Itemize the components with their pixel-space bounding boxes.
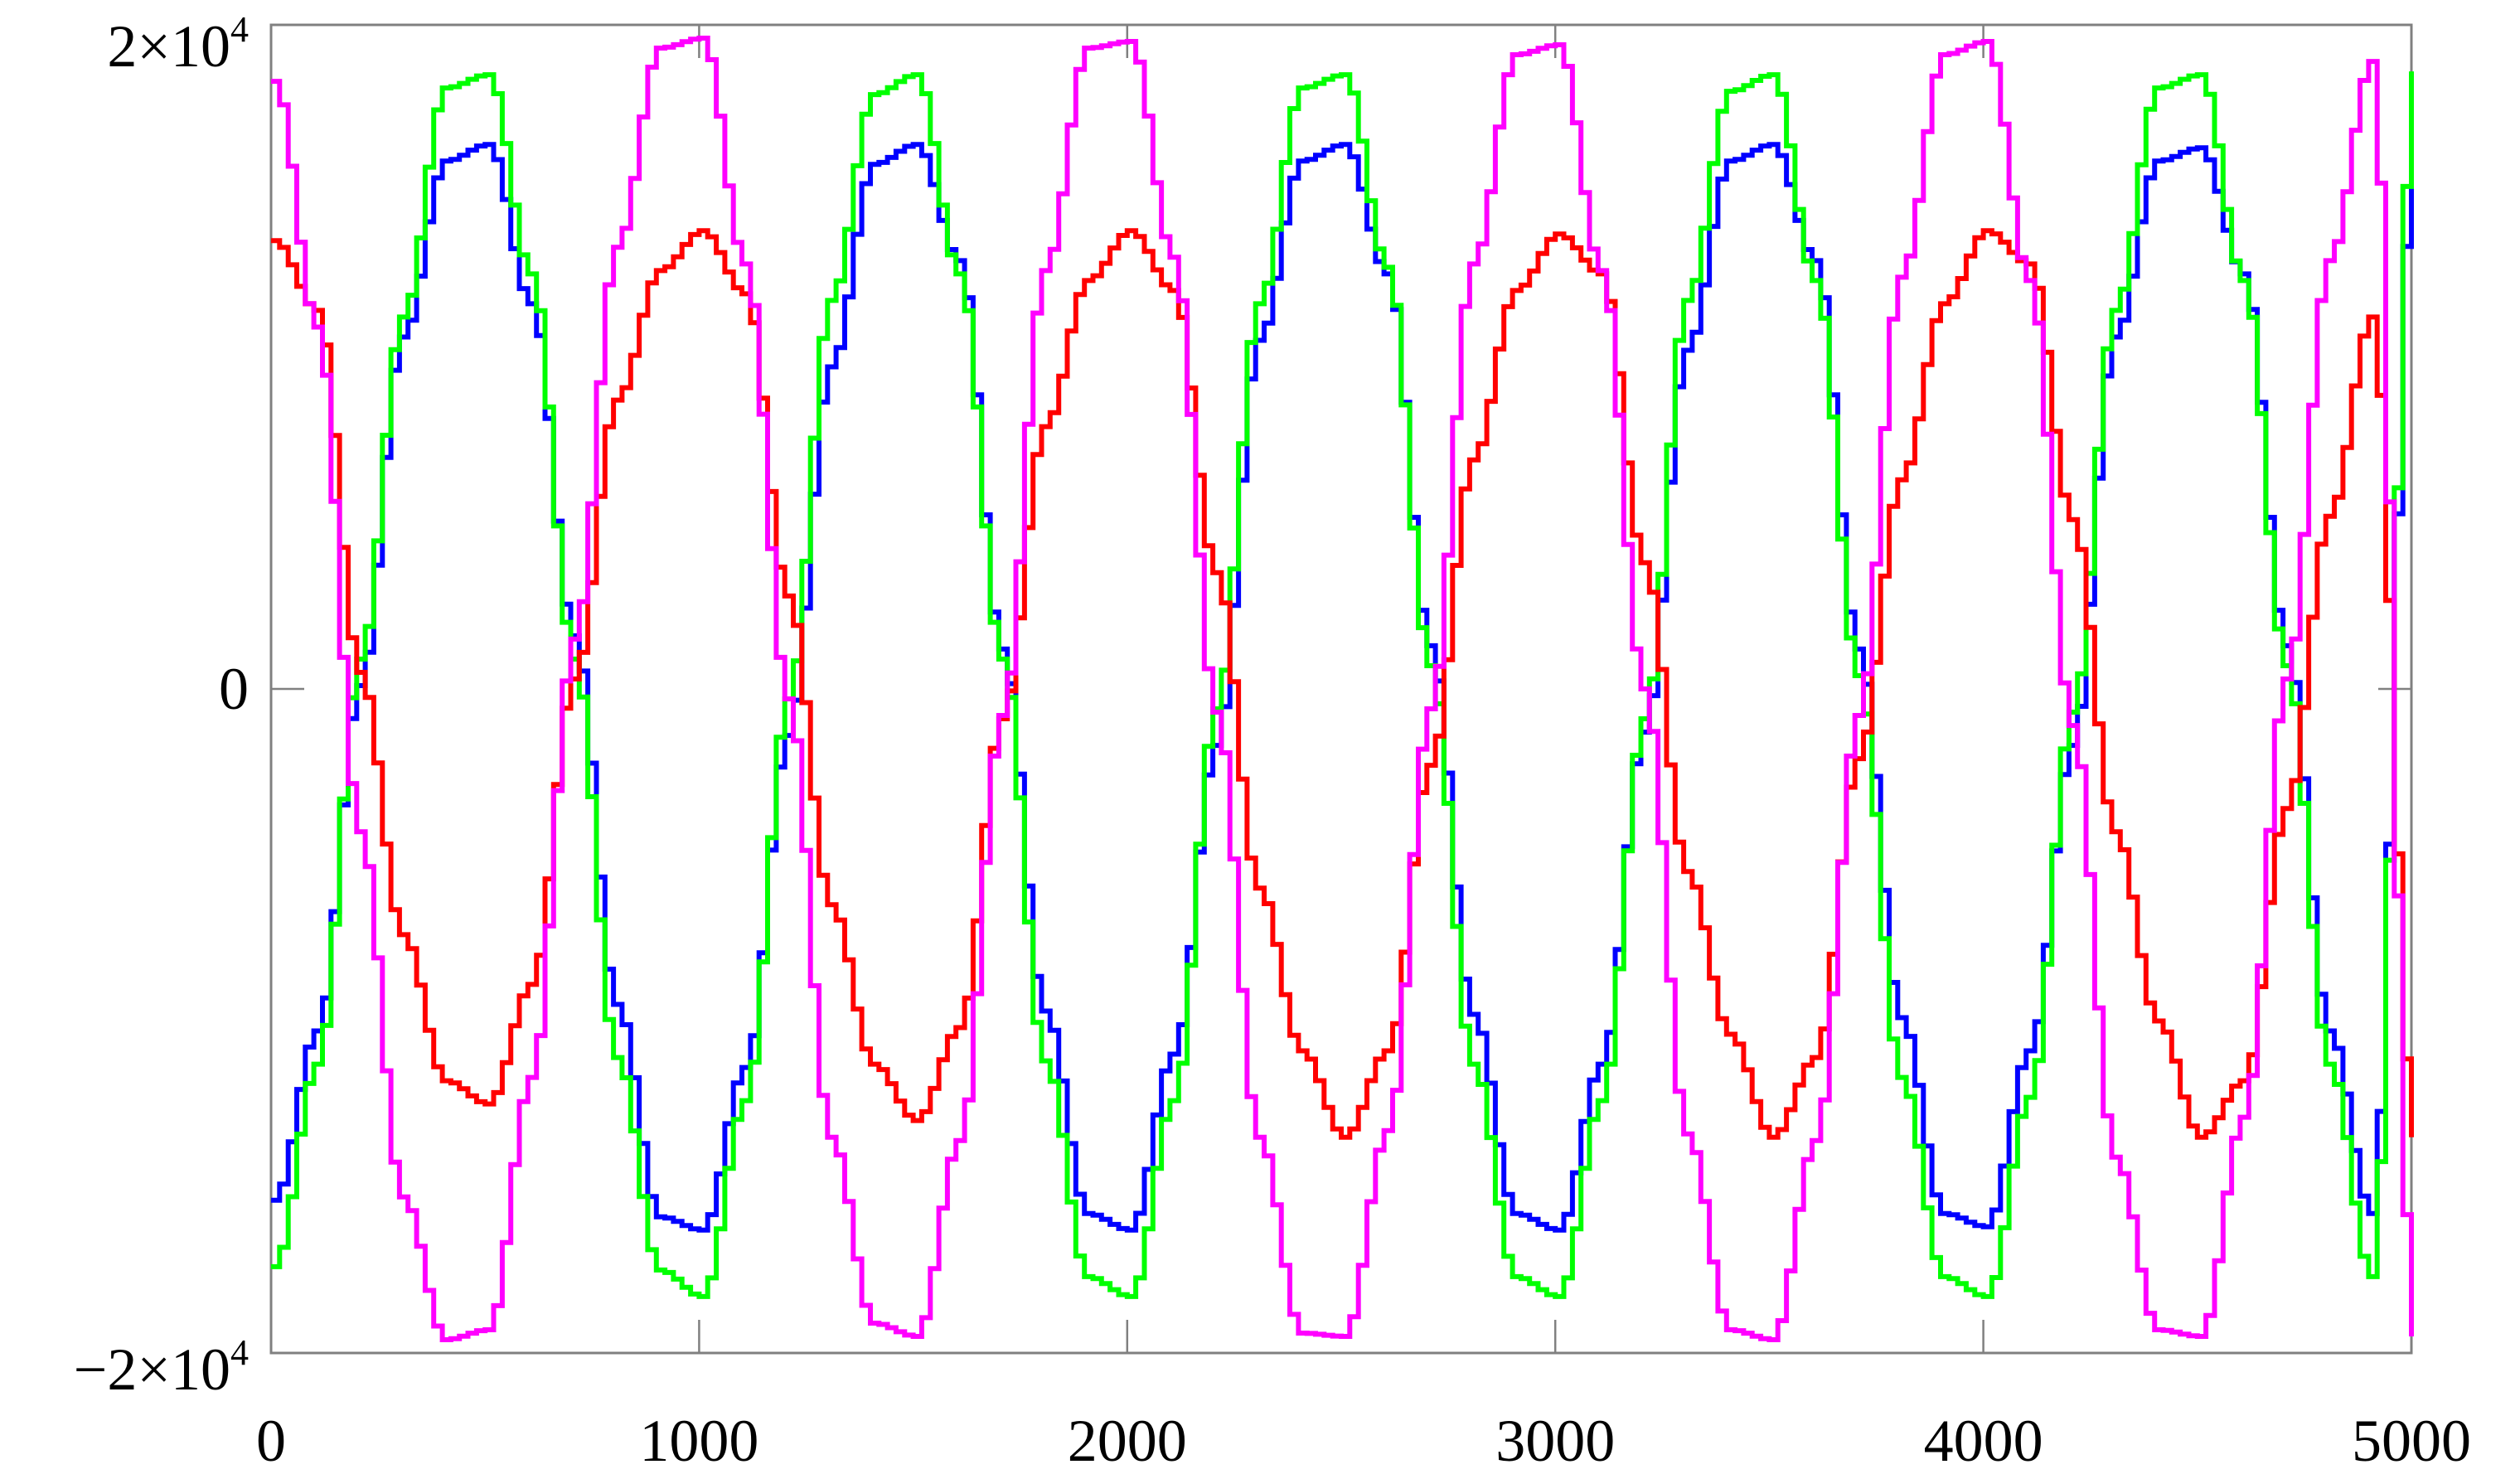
y-tick-label: −2×104 — [74, 1332, 249, 1403]
y-tick-label: 0 — [219, 656, 249, 722]
series-line-1 — [271, 142, 2414, 1233]
plot-frame — [269, 23, 2413, 1355]
x-tick-label: 1000 — [639, 1408, 758, 1474]
x-axis-tick-labels: 0 1000 2000 3000 4000 5000 — [256, 1408, 2471, 1474]
x-tick-label: 3000 — [1495, 1408, 1615, 1474]
x-tick-label: 2000 — [1068, 1408, 1187, 1474]
x-tick-label: 0 — [256, 1408, 286, 1474]
series-layer — [271, 36, 2414, 1342]
series-line-3 — [271, 228, 2414, 1140]
series-line-2 — [271, 71, 2414, 1299]
x-tick-label: 5000 — [2352, 1408, 2471, 1474]
x-tick-label: 4000 — [1924, 1408, 2043, 1474]
series-line-4 — [271, 36, 2414, 1342]
axis-ticks — [271, 25, 2411, 1353]
y-axis-tick-labels: 2×104 0 −2×104 — [74, 9, 249, 1403]
y-tick-label: 2×104 — [107, 9, 249, 80]
